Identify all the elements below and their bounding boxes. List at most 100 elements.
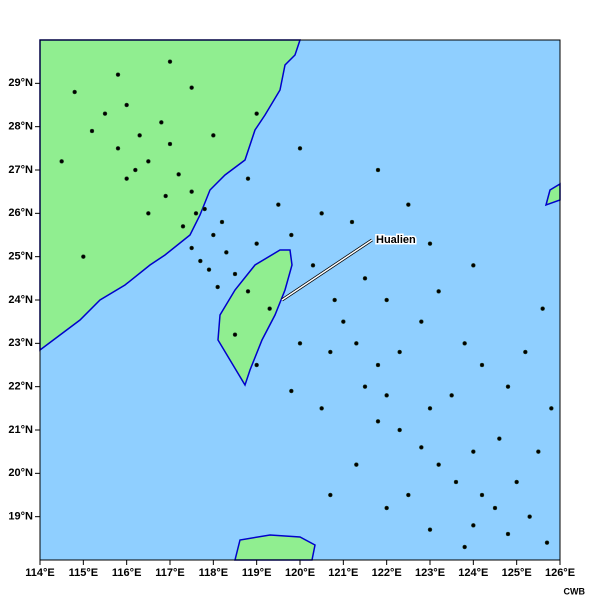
epicenter	[406, 202, 411, 207]
epicenter	[375, 419, 381, 424]
epicenter	[527, 514, 532, 519]
epicenter	[159, 120, 164, 125]
epicenter	[219, 219, 225, 225]
epicenter	[215, 284, 220, 290]
epicenter	[549, 406, 554, 411]
epicenter	[289, 232, 294, 238]
taiwan	[217, 249, 293, 387]
x-tick-label: 117°E	[155, 567, 184, 579]
epicenter	[72, 89, 77, 95]
epicenter	[163, 193, 168, 199]
y-tick-label: 23°N	[8, 337, 33, 349]
y-tick-label: 25°N	[8, 251, 33, 263]
epicenter	[232, 271, 238, 277]
x-tick-label: 115°E	[69, 567, 98, 579]
x-tick-label: 122°E	[372, 567, 402, 579]
epicenter	[462, 341, 467, 346]
epicenter	[354, 462, 359, 467]
epicenter	[406, 492, 411, 498]
epicenter	[328, 349, 333, 355]
epicenter	[332, 297, 337, 303]
epicenter	[362, 276, 368, 281]
epicenter	[180, 224, 186, 229]
epicenter	[505, 531, 511, 537]
epicenter	[211, 232, 216, 238]
epicenter	[189, 85, 194, 90]
epicenter	[384, 505, 389, 511]
x-tick-label: 116°E	[112, 567, 141, 579]
epicenter	[202, 206, 207, 212]
epicenter	[471, 523, 476, 528]
epicenter	[436, 289, 441, 294]
epicenter	[297, 341, 303, 346]
epicenter	[319, 211, 324, 216]
epicenter	[453, 479, 459, 485]
annotation: Hualien	[376, 234, 416, 246]
x-tick-label: 119°E	[242, 567, 271, 579]
x-tick-label: 121°E	[328, 567, 358, 579]
y-tick-label: 20°N	[8, 467, 33, 479]
epicenter	[167, 59, 173, 64]
epicenter	[124, 102, 129, 108]
epicenter	[471, 449, 476, 454]
epicenter	[328, 492, 333, 498]
epicenter	[189, 189, 194, 194]
epicenter	[427, 527, 433, 532]
epicenter	[124, 176, 129, 181]
epicenter	[436, 462, 441, 467]
epicenter	[544, 540, 550, 545]
epicenter	[523, 349, 528, 355]
epicenter	[254, 241, 259, 246]
epicenter	[137, 133, 142, 138]
epicenter	[362, 384, 368, 389]
pointer	[281, 239, 373, 301]
epicenter	[267, 306, 272, 311]
epicenter	[289, 388, 294, 394]
x-tick-label: 126°E	[545, 567, 575, 579]
x-tick-label: 125°E	[502, 567, 532, 579]
x-tick-label: 114°E	[25, 567, 54, 579]
mainland	[39, 39, 302, 352]
epicenter	[384, 297, 389, 303]
epicenter	[211, 133, 216, 138]
epicenter	[419, 445, 424, 450]
epicenter	[479, 362, 485, 368]
epicenter	[341, 319, 346, 324]
epicenter	[384, 393, 389, 398]
x-tick-label: 120°E	[285, 567, 315, 579]
epicenter	[540, 306, 545, 311]
epicenter	[81, 254, 86, 259]
epicenter	[319, 406, 324, 411]
epicenter	[471, 263, 476, 268]
y-tick-label: 29°N	[8, 77, 33, 89]
epicenter	[146, 211, 151, 216]
epicenter	[254, 362, 259, 368]
x-tick-label: 123°E	[415, 567, 445, 579]
epicenter	[276, 202, 281, 207]
hainan	[234, 534, 316, 561]
epicenter	[254, 111, 259, 116]
epicenter	[167, 141, 173, 147]
epicenter	[349, 219, 355, 225]
epicenter	[514, 479, 519, 485]
epicenter	[427, 241, 433, 246]
epicenter	[198, 258, 203, 264]
y-tick-label: 27°N	[8, 164, 33, 176]
epicenter	[245, 289, 251, 294]
x-tick-label: 124°E	[458, 567, 488, 579]
epicenter	[375, 167, 381, 173]
epicenter	[297, 146, 303, 151]
epicenter	[419, 319, 424, 324]
y-tick-label: 21°N	[8, 424, 33, 436]
x-tick-label: 118°E	[199, 567, 228, 579]
credit: CWB	[564, 586, 586, 596]
epicenter	[232, 332, 238, 337]
y-tick-label: 26°N	[8, 207, 33, 219]
epicenter	[310, 263, 316, 268]
epicenter	[206, 267, 212, 272]
epicenter	[505, 384, 511, 389]
y-tick-label: 24°N	[8, 294, 33, 306]
epicenter	[115, 72, 121, 77]
epicenter	[176, 172, 181, 177]
